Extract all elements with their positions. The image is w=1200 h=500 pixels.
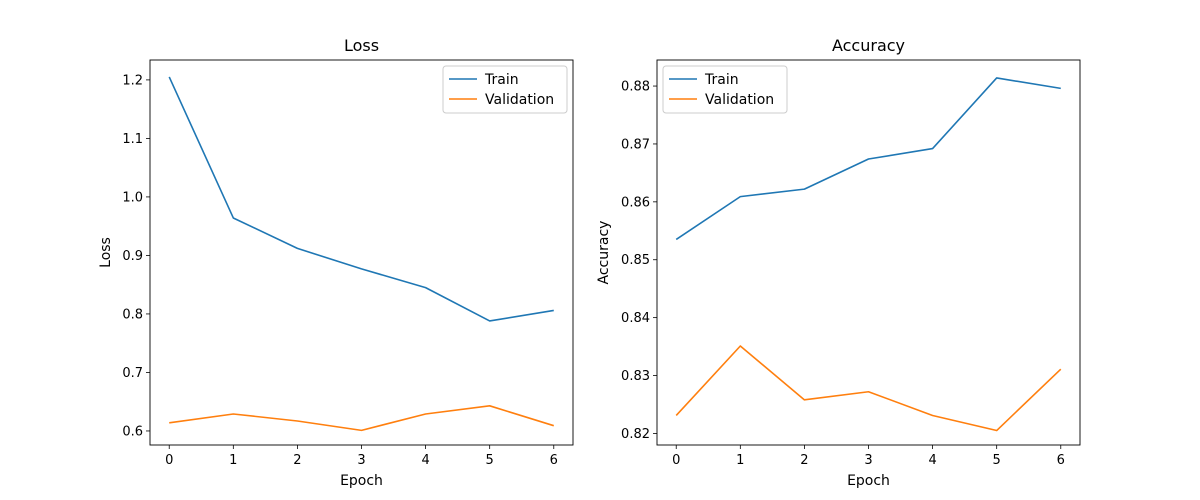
plot-area	[675, 77, 1062, 432]
legend: Train Validation	[442, 65, 568, 114]
x-tick-label: 1	[229, 453, 237, 468]
x-tick-label: 6	[550, 453, 558, 468]
y-tick-label: 1.2	[122, 73, 143, 88]
y-tick-label: 0.82	[621, 427, 650, 442]
chart-title: Accuracy	[832, 36, 905, 55]
x-tick-label: 3	[357, 453, 365, 468]
y-tick-label: 0.85	[621, 253, 650, 268]
y-tick-label: 0.9	[122, 249, 143, 264]
y-tick-label: 0.8	[122, 307, 143, 322]
chart-title: Loss	[344, 36, 379, 55]
y-tick-label: 0.86	[621, 195, 650, 210]
y-axis-label: Accuracy	[596, 221, 612, 285]
x-tick-label: 4	[421, 453, 429, 468]
x-tick-label: 2	[293, 453, 301, 468]
x-tick-label: 1	[736, 453, 744, 468]
axes-frame	[149, 59, 574, 446]
x-tick-label: 5	[993, 453, 1001, 468]
legend-label: Train	[704, 72, 739, 88]
series-line-train	[168, 76, 554, 322]
y-axis-label: Loss	[98, 237, 114, 268]
series-line-train	[675, 77, 1061, 241]
x-tick-label: 3	[864, 453, 872, 468]
y-tick-label: 0.6	[122, 424, 143, 439]
y-tick-label: 0.84	[621, 311, 650, 326]
legend-label: Validation	[485, 92, 554, 108]
x-tick-label: 4	[928, 453, 936, 468]
chart-panel-0: Loss 0 1 2 3 4 5 6 0.6 0.7 0.8 0.9 1.0 1.1 1.2 Epoch Los…	[98, 36, 574, 489]
y-tick-label: 0.88	[621, 80, 650, 95]
axes-frame	[656, 59, 1081, 446]
x-axis-label: Epoch	[340, 473, 383, 489]
y-tick-label: 0.83	[621, 369, 650, 384]
legend: Train Validation	[662, 65, 788, 114]
legend-box	[662, 65, 788, 114]
y-tick-label: 0.7	[122, 366, 143, 381]
y-tick-label: 1.0	[122, 190, 143, 205]
x-tick-label: 5	[486, 453, 494, 468]
x-tick-label: 0	[165, 453, 173, 468]
x-axis-label: Epoch	[847, 473, 890, 489]
y-tick-label: 0.87	[621, 137, 650, 152]
series-line-validation	[675, 345, 1062, 432]
x-tick-label: 2	[800, 453, 808, 468]
chart-panel-1: Accuracy 0 1 2 3 4 5 6 0.82 0.83 0.84 0.85 0.86 0.87 0…	[596, 36, 1081, 489]
x-tick-label: 6	[1057, 453, 1065, 468]
plot-area	[168, 76, 555, 432]
legend-label: Validation	[705, 92, 774, 108]
y-tick-label: 1.1	[122, 132, 143, 147]
x-tick-label: 0	[672, 453, 680, 468]
legend-box	[442, 65, 568, 114]
legend-label: Train	[484, 72, 519, 88]
series-line-validation	[169, 404, 555, 432]
